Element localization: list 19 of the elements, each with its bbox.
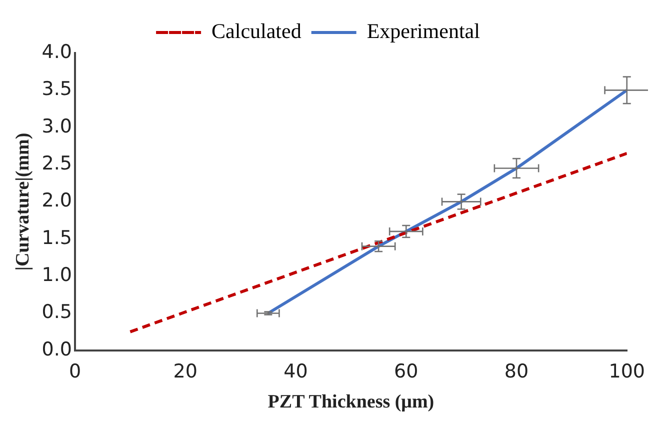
- x-tick-label: 60: [394, 360, 418, 383]
- y-tick-label: 1.5: [42, 226, 72, 249]
- x-tick-label: 0: [68, 360, 82, 383]
- x-tick-label: 20: [173, 360, 198, 383]
- y-tick-label: 3.0: [42, 115, 72, 138]
- legend-label: Experimental: [366, 19, 480, 44]
- y-tick-label: 2.5: [42, 152, 72, 174]
- y-tick-label: 2.0: [42, 190, 72, 212]
- y-tick-label: 0.0: [42, 338, 72, 360]
- y-tick-label: 3.5: [42, 78, 72, 100]
- x-axis-title: PZT Thickness (μm): [268, 392, 434, 413]
- y-tick-label: 0.5: [42, 301, 72, 324]
- x-tick-label: 80: [504, 360, 529, 383]
- y-tick-label: 4.0: [42, 40, 72, 63]
- y-axis-title: |Curvature|(mm): [12, 132, 34, 271]
- x-tick-label: 100: [608, 360, 645, 383]
- y-tick-label: 1.0: [42, 264, 72, 286]
- legend-label: Calculated: [212, 19, 302, 44]
- x-tick-label: 40: [284, 360, 308, 383]
